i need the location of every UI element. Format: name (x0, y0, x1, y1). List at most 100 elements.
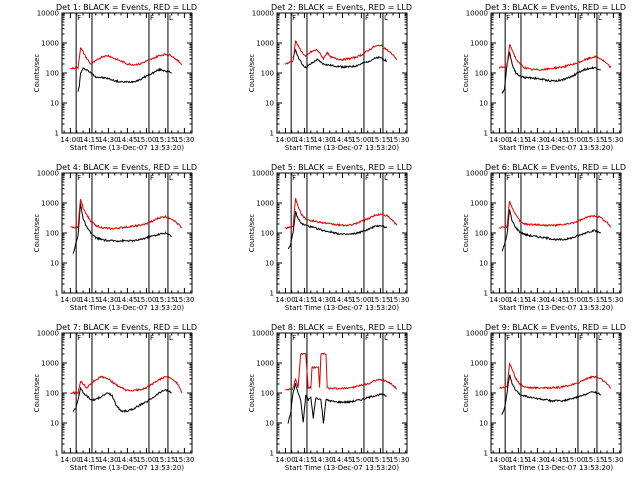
lld-series-line (499, 200, 612, 229)
x-tick-label: 15:00 (565, 296, 585, 304)
event-marker: F (506, 334, 510, 342)
events-series-line (287, 383, 387, 424)
x-tick-label: 15:00 (565, 136, 585, 144)
event-marker: F (292, 174, 296, 182)
x-axis-label: Start Time (13-Dec-07 13:53:20) (499, 304, 613, 312)
event-marker: F (150, 334, 154, 342)
x-tick-label: 14:00 (489, 296, 509, 304)
event-marker: F (579, 334, 583, 342)
x-tick-label: 14:15 (79, 296, 99, 304)
x-tick-label: 15:15 (370, 136, 390, 144)
y-tick-label: 10000 (252, 170, 274, 178)
event-marker: F (77, 14, 81, 22)
x-axis-label: Start Time (13-Dec-07 13:53:20) (70, 144, 184, 152)
y-tick-label: 10 (265, 260, 274, 268)
y-axis-label: Counts/sec (248, 374, 256, 413)
lld-series-line (498, 44, 612, 71)
y-tick-label: 1000 (470, 40, 488, 48)
y-tick-label: 10000 (252, 330, 274, 338)
y-axis-label: Counts/sec (462, 374, 470, 413)
x-tick-label: 14:15 (294, 296, 314, 304)
x-tick-label: 14:30 (527, 136, 547, 144)
y-tick-label: 1 (484, 130, 488, 138)
event-marker: L (384, 334, 388, 342)
x-tick-label: 14:45 (117, 456, 137, 464)
x-tick-label: 14:30 (313, 296, 333, 304)
y-tick-label: 1 (484, 290, 488, 298)
panel-title: Det 7: BLACK = Events, RED = LLD (56, 323, 197, 332)
x-tick-label: 14:30 (313, 456, 333, 464)
event-marker: L (598, 174, 602, 182)
x-tick-label: 14:15 (508, 456, 528, 464)
y-tick-label: 100 (46, 70, 59, 78)
event-marker: F (506, 14, 510, 22)
event-marker: L (598, 334, 602, 342)
x-tick-label: 15:30 (174, 296, 194, 304)
x-tick-label: 15:00 (565, 456, 585, 464)
lld-series-line (284, 198, 398, 230)
x-tick-label: 14:30 (98, 456, 118, 464)
x-axis-label: Start Time (13-Dec-07 13:53:20) (285, 304, 399, 312)
detector-panel: Det 7: BLACK = Events, RED = LLD 1 10 100 10… (33, 323, 197, 472)
detector-panel: Det 3: BLACK = Events, RED = LLD 1 10 100 10… (462, 3, 626, 152)
x-tick-label: 14:45 (332, 296, 352, 304)
y-tick-label: 1000 (256, 40, 274, 48)
y-tick-label: 100 (475, 230, 488, 238)
y-tick-label: 10000 (252, 10, 274, 18)
y-tick-label: 1 (55, 130, 59, 138)
y-tick-label: 10000 (37, 170, 59, 178)
y-tick-label: 100 (475, 70, 488, 78)
y-tick-label: 10 (265, 420, 274, 428)
y-tick-label: 1000 (256, 200, 274, 208)
y-tick-label: 10000 (37, 10, 59, 18)
x-tick-label: 14:45 (117, 136, 137, 144)
lld-series-line (70, 375, 183, 396)
x-tick-label: 14:00 (489, 456, 509, 464)
x-tick-label: 15:00 (136, 296, 156, 304)
x-tick-label: 14:30 (527, 456, 547, 464)
x-tick-label: 14:30 (527, 296, 547, 304)
x-tick-label: 15:15 (584, 456, 604, 464)
y-tick-label: 1 (270, 290, 274, 298)
events-series-line (72, 203, 173, 254)
x-axis-label: Start Time (13-Dec-07 13:53:20) (70, 464, 184, 472)
plot-frame (276, 12, 408, 134)
x-tick-label: 15:15 (370, 296, 390, 304)
events-series-line (72, 386, 172, 414)
y-axis-label: Counts/sec (248, 214, 256, 253)
event-marker: F (579, 14, 583, 22)
x-tick-label: 14:00 (275, 296, 295, 304)
y-tick-label: 1000 (41, 360, 59, 368)
x-tick-label: 14:15 (79, 456, 99, 464)
panel-title: Det 3: BLACK = Events, RED = LLD (485, 3, 626, 12)
x-tick-label: 15:15 (155, 296, 175, 304)
event-marker: L (169, 174, 173, 182)
y-tick-label: 10 (479, 260, 488, 268)
x-tick-label: 14:00 (275, 456, 295, 464)
x-tick-label: 14:45 (546, 456, 566, 464)
y-axis-label: Counts/sec (462, 54, 470, 93)
x-tick-label: 15:15 (370, 456, 390, 464)
y-tick-label: 100 (46, 230, 59, 238)
x-tick-label: 15:00 (351, 136, 371, 144)
event-marker: L (598, 14, 602, 22)
x-tick-label: 15:30 (389, 296, 409, 304)
lld-series-line (70, 47, 183, 71)
y-tick-label: 10000 (466, 170, 488, 178)
panel-title: Det 1: BLACK = Events, RED = LLD (56, 3, 197, 12)
x-tick-label: 15:30 (603, 456, 623, 464)
y-tick-label: 1000 (41, 200, 59, 208)
plot-frame (490, 172, 622, 294)
x-tick-label: 15:15 (584, 296, 604, 304)
x-tick-label: 15:15 (155, 136, 175, 144)
y-tick-label: 1 (484, 450, 488, 458)
event-marker: F (292, 334, 296, 342)
x-tick-label: 14:15 (294, 136, 314, 144)
plot-frame (276, 332, 408, 454)
x-tick-label: 14:15 (508, 296, 528, 304)
y-tick-label: 1 (55, 450, 59, 458)
x-tick-label: 14:15 (294, 456, 314, 464)
panel-title: Det 9: BLACK = Events, RED = LLD (485, 323, 626, 332)
x-axis-label: Start Time (13-Dec-07 13:53:20) (285, 464, 399, 472)
